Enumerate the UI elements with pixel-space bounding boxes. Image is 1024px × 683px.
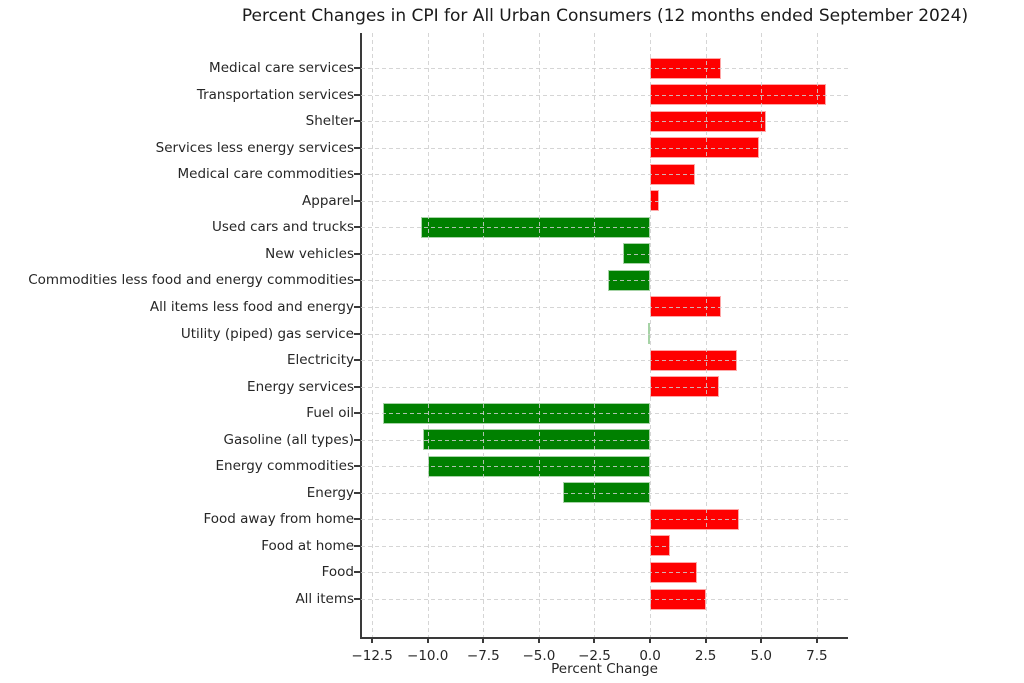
y-gridline: [361, 174, 848, 176]
y-tick-mark: [354, 226, 360, 229]
y-gridline: [361, 306, 848, 308]
category-label: Energy commodities: [215, 458, 354, 475]
y-tick-mark: [354, 465, 360, 468]
x-tick-label: 0.0: [639, 648, 661, 664]
x-tick-mark: [426, 637, 429, 643]
category-label: Energy services: [247, 378, 354, 395]
category-label: All items: [295, 591, 354, 607]
y-tick-mark: [354, 571, 360, 574]
x-tick-mark: [649, 637, 652, 643]
y-tick-mark: [354, 305, 360, 308]
x-gridline: [705, 33, 707, 637]
category-label: Medical care services: [209, 60, 354, 76]
x-axis-spine: [360, 637, 848, 639]
x-tick-label: −5.0: [522, 648, 556, 664]
x-gridline: [427, 33, 429, 637]
y-gridline: [361, 572, 848, 574]
category-label: Transportation services: [196, 86, 354, 103]
x-tick-label: −7.5: [466, 648, 500, 664]
y-gridline: [361, 413, 848, 415]
y-gridline: [361, 94, 848, 96]
x-tick-mark: [371, 637, 374, 643]
x-gridline: [650, 33, 652, 637]
x-gridline: [372, 33, 374, 637]
x-gridline: [816, 33, 818, 637]
category-label: Medical care commodities: [177, 166, 354, 183]
category-label: Commodities less food and energy commodi…: [28, 272, 354, 289]
y-tick-mark: [354, 385, 360, 388]
y-tick-mark: [354, 146, 360, 149]
x-tick-label: 2.5: [694, 648, 717, 664]
y-tick-mark: [354, 544, 360, 547]
y-tick-mark: [354, 67, 360, 69]
category-label: Apparel: [302, 192, 354, 209]
y-gridline: [361, 466, 848, 468]
y-tick-mark: [354, 518, 360, 521]
x-tick-mark: [537, 637, 540, 643]
x-tick-label: 7.5: [806, 648, 828, 664]
y-tick-mark: [354, 279, 360, 282]
x-tick-label: −12.5: [351, 648, 393, 664]
y-tick-mark: [354, 412, 360, 415]
y-gridline: [361, 253, 848, 255]
x-tick-mark: [593, 637, 596, 643]
y-tick-mark: [354, 173, 360, 176]
category-label: Food away from home: [203, 511, 354, 528]
y-gridline: [361, 545, 848, 547]
category-label: Fuel oil: [306, 405, 354, 422]
y-gridline: [361, 333, 848, 335]
x-gridline: [483, 33, 485, 637]
x-tick-mark: [704, 637, 707, 643]
y-gridline: [361, 68, 848, 69]
category-label: Gasoline (all types): [223, 431, 354, 448]
x-tick-label: 5.0: [750, 648, 772, 664]
y-gridline: [361, 439, 848, 441]
y-tick-mark: [354, 252, 360, 255]
x-tick-label: −10.0: [407, 648, 449, 664]
category-label: Food at home: [261, 537, 354, 554]
y-tick-mark: [354, 199, 360, 202]
y-tick-mark: [354, 120, 360, 123]
category-label: Food: [321, 564, 354, 581]
y-gridline: [361, 121, 848, 123]
y-gridline: [361, 200, 848, 202]
x-gridline: [761, 33, 763, 637]
x-tick-mark: [482, 637, 485, 643]
y-gridline: [361, 147, 848, 149]
x-tick-mark: [815, 637, 818, 643]
y-tick-mark: [354, 491, 360, 494]
y-gridline: [361, 360, 848, 362]
x-gridline: [538, 33, 540, 637]
x-tick-label: −2.5: [578, 648, 611, 664]
category-label: Energy: [306, 484, 354, 501]
category-label: All items less food and energy: [149, 298, 354, 315]
y-gridline: [361, 386, 848, 388]
x-gridline: [594, 33, 596, 637]
chart-title: Percent Changes in CPI for All Urban Con…: [241, 6, 969, 26]
y-tick-mark: [354, 332, 360, 335]
y-tick-mark: [354, 359, 360, 362]
y-tick-mark: [354, 93, 360, 96]
category-label: Used cars and trucks: [211, 219, 354, 236]
y-axis-spine: [360, 33, 362, 639]
y-tick-mark: [354, 438, 360, 441]
plot-area: [354, 33, 848, 643]
category-label: Electricity: [286, 352, 354, 369]
category-label: Services less energy services: [155, 139, 354, 156]
y-gridline: [361, 492, 848, 494]
y-gridline: [361, 280, 848, 282]
y-gridline: [361, 519, 848, 521]
category-label: New vehicles: [265, 245, 354, 262]
category-label: Shelter: [305, 113, 354, 130]
x-axis-label: Percent Change: [551, 661, 658, 677]
y-gridline: [361, 599, 848, 600]
x-tick-mark: [760, 637, 763, 643]
category-label: Utility (piped) gas service: [180, 325, 354, 342]
y-tick-mark: [354, 598, 360, 600]
y-gridline: [361, 227, 848, 229]
